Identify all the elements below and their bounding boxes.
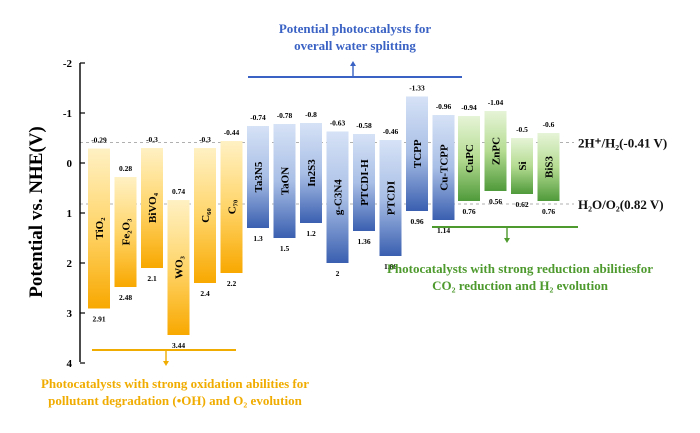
material-label: BiVO₄ [147,192,159,223]
y-axis-label: Potential vs. NHE(V) [26,126,47,298]
band-bar [247,126,269,228]
y-tick-label: 0 [67,158,73,170]
band-bar [379,140,402,256]
cb-value-label: -0.58 [356,121,372,130]
band-bar [511,138,533,194]
vb-value-label: 2.1 [147,274,157,283]
overall-annotation: overall water splitting [294,38,416,53]
material-label: C₇₀ [227,199,239,214]
material-label: In2S3 [306,159,318,187]
vb-value-label: 1.86 [384,262,397,271]
y-tick-label: -2 [63,58,73,70]
vb-value-label: 1.14 [437,226,450,235]
material-label: Fe₂O₃ [121,218,133,245]
cb-value-label: -0.3 [199,135,211,144]
reference-label: H₂O/O₂(0.82 V) [578,197,664,212]
vb-value-label: 0.62 [515,200,528,209]
material-label: PTCDI [386,181,398,215]
reference-label: 2H⁺/H₂(-0.41 V) [578,136,667,151]
vb-value-label: 0.76 [542,207,555,216]
material-label: TCPP [412,139,424,168]
vb-value-label: 0.96 [410,217,423,226]
material-label: g-C3N4 [333,179,345,216]
material-label: C₆₀ [200,208,212,223]
y-tick-label: 2 [67,258,73,270]
band-bar [194,148,216,283]
cb-value-label: -0.94 [461,103,477,112]
vb-value-label: 2.4 [200,289,210,298]
band-bar [484,111,507,191]
band-bar [458,116,480,201]
y-tick-label: 3 [67,308,73,320]
reduction-arrow-head [504,238,510,243]
vb-value-label: 1.36 [357,237,370,246]
cb-value-label: -1.04 [488,98,504,107]
vb-value-label: 1.3 [253,234,263,243]
material-label: ZnPC [491,137,503,165]
cb-value-label: -0.3 [146,135,158,144]
band-bar [88,148,110,309]
cb-value-label: -0.78 [277,111,293,120]
material-label: TiO₂ [94,217,106,240]
band-bar [220,141,243,273]
material-label: Si [517,161,529,170]
band-bar [432,115,455,220]
vb-value-label: 2.48 [119,293,132,302]
material-label: CuPC [464,144,476,173]
reduction-annotation: CO₂ reduction and H₂ evolution [432,278,609,293]
material-label: Cu-TCPP [439,144,451,191]
vb-value-label: 1.2 [306,229,316,238]
band-bar [300,123,322,223]
oxidation-annotation: Photocatalysts with strong oxidation abi… [41,376,309,391]
oxidation-arrow-head [163,361,169,366]
cb-value-label: -0.63 [330,119,346,128]
cb-value-label: -0.46 [383,127,399,136]
material-label: BiS3 [544,155,556,178]
material-label: TaON [280,167,292,195]
vb-value-label: 1.5 [280,244,290,253]
material-label: PTCDI-H [359,159,371,206]
band-bar [326,131,349,263]
vb-value-label: 3.44 [172,341,185,350]
overall-arrow-head [350,61,356,66]
band-bar [141,148,163,268]
y-tick-label: 1 [67,208,73,220]
cb-value-label: -0.44 [224,128,240,137]
vb-value-label: 2.2 [227,279,237,288]
vb-value-label: 2 [336,269,340,278]
band-bar [273,124,296,238]
vb-value-label: 0.56 [489,197,502,206]
band-bar [114,177,137,287]
cb-value-label: -0.96 [436,102,452,111]
cb-value-label: -0.5 [516,125,528,134]
band-bar [167,200,190,335]
material-label: WO₃ [174,255,186,279]
cb-value-label: -0.6 [543,120,555,129]
band-bar [353,134,375,231]
vb-value-label: 2.91 [92,315,105,324]
vb-value-label: 0.76 [462,207,475,216]
cb-value-label: 0.74 [172,187,185,196]
reduction-annotation: Photocatalysts with strong reduction abi… [387,261,653,276]
cb-value-label: -0.74 [250,113,266,122]
oxidation-annotation: pollutant degradation (•OH) and O₂ evolu… [48,393,302,408]
material-label: Ta3N5 [253,161,265,192]
cb-value-label: 0.28 [119,164,132,173]
cb-value-label: -1.33 [409,84,425,93]
y-tick-label: 4 [67,358,73,370]
cb-value-label: -0.8 [305,110,317,119]
band-bar [406,96,428,211]
overall-annotation: Potential photocatalysts for [279,21,432,36]
cb-value-label: -0.29 [91,136,107,145]
y-tick-label: -1 [63,108,72,120]
band-bar [537,133,560,201]
